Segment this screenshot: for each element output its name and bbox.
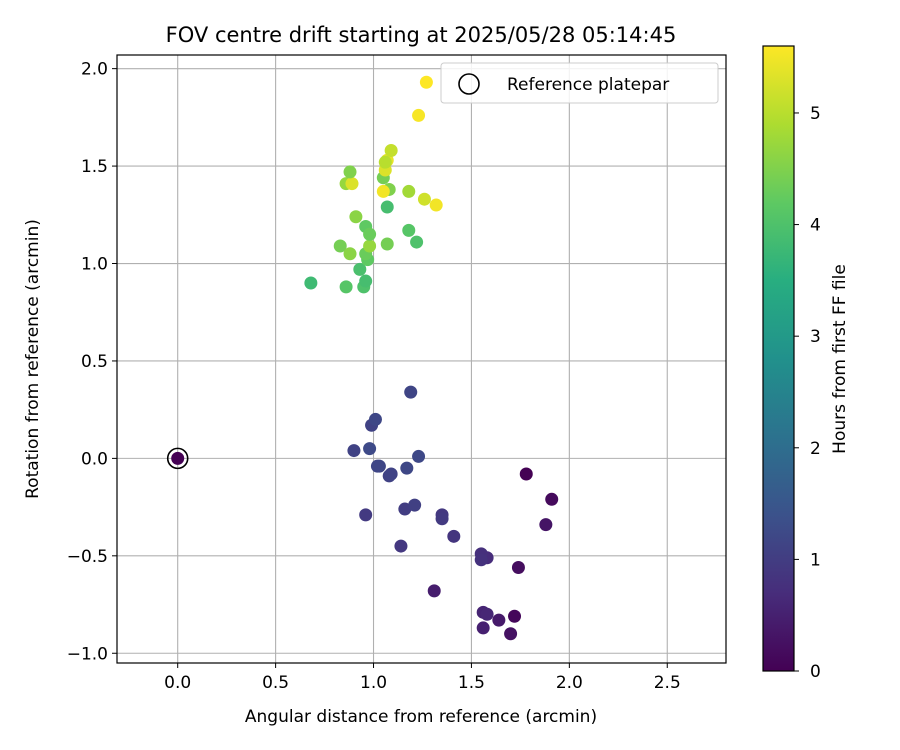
legend-label: Reference platepar <box>507 75 669 95</box>
legend-marker <box>458 73 480 95</box>
scatter-point <box>304 276 318 290</box>
colorbar-tick-label: 0 <box>810 662 821 682</box>
y-tick-label: 0.0 <box>81 449 108 469</box>
x-tick-label: 1.5 <box>458 673 485 693</box>
scatter-point <box>398 502 412 516</box>
scatter-point <box>380 237 394 251</box>
colorbar-tick-label: 5 <box>810 104 821 124</box>
scatter-point <box>384 467 398 481</box>
scatter-point <box>343 247 357 261</box>
x-axis-ticks: 0.0 0.5 1.0 1.5 2.0 2.5 <box>164 663 681 693</box>
scatter-point <box>492 613 506 627</box>
scatter-point <box>333 239 347 253</box>
scatter-point <box>384 143 398 157</box>
chart-title: FOV centre drift starting at 2025/05/28 … <box>166 23 677 47</box>
colorbar-label: Hours from first FF file <box>830 264 850 454</box>
scatter-point <box>349 210 363 224</box>
scatter-point <box>504 627 518 641</box>
scatter-point <box>417 192 431 206</box>
scatter-point <box>435 512 449 526</box>
colorbar-tick-label: 4 <box>810 216 821 236</box>
y-axis-ticks: −1.0 −0.5 0.0 0.5 1.0 1.5 2.0 <box>67 60 117 664</box>
scatter-point <box>363 442 377 456</box>
y-tick-label: 1.0 <box>81 255 108 275</box>
y-tick-label: 2.0 <box>81 60 108 80</box>
scatter-point <box>363 239 377 253</box>
scatter-point <box>368 412 382 426</box>
scatter-point <box>474 553 488 567</box>
scatter-point <box>380 200 394 214</box>
y-tick-label: 0.5 <box>81 352 108 372</box>
scatter-point <box>476 621 490 635</box>
colorbar-tick-label: 2 <box>810 439 821 459</box>
scatter-point <box>370 459 384 473</box>
reference-marker <box>166 447 189 470</box>
scatter-point <box>378 155 392 169</box>
scatter-point <box>447 529 461 543</box>
scatter-point <box>402 184 416 198</box>
scatter-point <box>363 227 377 241</box>
y-tick-label: −0.5 <box>67 547 108 567</box>
scatter-point <box>394 539 408 553</box>
scatter-point <box>402 223 416 237</box>
x-tick-label: 1.0 <box>360 673 387 693</box>
scatter-point <box>480 607 494 621</box>
scatter-point <box>404 385 418 399</box>
x-tick-label: 2.0 <box>556 673 583 693</box>
scatter-point <box>412 108 426 122</box>
scatter-point <box>171 451 185 465</box>
data-points <box>171 75 559 641</box>
scatter-point <box>519 467 533 481</box>
x-tick-label: 0.5 <box>262 673 289 693</box>
scatter-point <box>408 498 422 512</box>
scatter-point <box>376 184 390 198</box>
scatter-point <box>508 609 522 623</box>
y-axis-label: Rotation from reference (arcmin) <box>23 219 43 499</box>
grid-lines <box>117 55 726 663</box>
scatter-point <box>359 508 373 522</box>
scatter-point <box>419 75 433 89</box>
scatter-point <box>539 518 553 532</box>
scatter-point <box>353 262 367 276</box>
scatter-point <box>345 177 359 191</box>
x-axis-label: Angular distance from reference (arcmin) <box>245 707 597 727</box>
legend-box <box>440 62 719 104</box>
scatter-point <box>427 584 441 598</box>
scatter-point <box>400 461 414 475</box>
colorbar: 0 1 2 3 4 5 Hours from first FF file <box>762 45 850 682</box>
scatter-point <box>343 165 357 179</box>
colorbar-tick-label: 1 <box>810 550 821 570</box>
scatter-point <box>545 492 559 506</box>
scatter-point <box>339 280 353 294</box>
y-tick-label: −1.0 <box>67 644 108 664</box>
scatter-point <box>359 274 373 288</box>
scatter-point <box>511 561 525 575</box>
x-tick-label: 2.5 <box>654 673 681 693</box>
scatter-point <box>429 198 443 212</box>
colorbar-ticks: 0 1 2 3 4 5 <box>794 104 821 682</box>
y-tick-label: 1.5 <box>81 157 108 177</box>
x-tick-label: 0.0 <box>164 673 191 693</box>
colorbar-tick-label: 3 <box>810 327 821 347</box>
scatter-point <box>410 235 424 249</box>
legend: Reference platepar <box>440 62 719 104</box>
scatter-point <box>412 449 426 463</box>
colorbar-gradient <box>762 45 795 672</box>
plot-frame <box>116 54 727 664</box>
scatter-point <box>347 444 361 458</box>
